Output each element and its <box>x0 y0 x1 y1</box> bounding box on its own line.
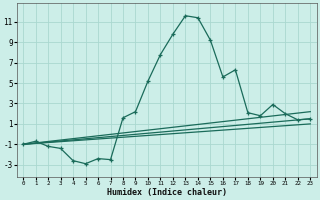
X-axis label: Humidex (Indice chaleur): Humidex (Indice chaleur) <box>107 188 227 197</box>
